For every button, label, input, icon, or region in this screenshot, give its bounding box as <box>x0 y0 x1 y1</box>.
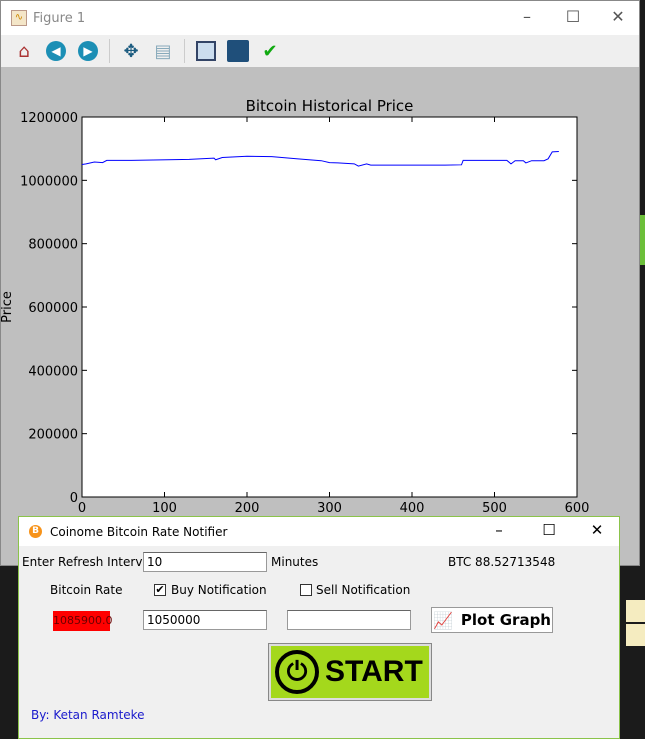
minutes-label: Minutes <box>271 555 319 569</box>
background-window <box>626 624 645 646</box>
x-tick-label: 600 <box>565 501 590 516</box>
home-icon[interactable]: ⌂ <box>18 40 30 62</box>
y-axis-label: Price <box>1 291 15 323</box>
maximize-button[interactable]: ☐ <box>542 521 556 539</box>
x-tick-label: 200 <box>235 501 260 516</box>
plot-graph-label: Plot Graph <box>460 611 551 629</box>
price-chart: Bitcoin Historical Price Price 0 100 200 300 4… <box>1 97 590 516</box>
btc-balance: BTC 88.52713548 <box>448 555 556 569</box>
plot-area <box>81 116 578 498</box>
refresh-interval-label: Enter Refresh Interval: <box>22 555 158 569</box>
figure-title: Figure 1 <box>33 10 86 26</box>
y-tick-label: 800000 <box>28 238 78 253</box>
y-tick-label: 1000000 <box>20 174 78 189</box>
edit-check-icon[interactable]: ✔ <box>262 40 278 62</box>
start-label: START <box>325 655 423 688</box>
toolbar-separator <box>184 39 185 63</box>
bitcoin-icon: B <box>29 525 42 538</box>
close-button[interactable]: ✕ <box>590 521 604 539</box>
y-tick-label: 600000 <box>28 301 78 316</box>
sell-notification-label: Sell Notification <box>316 583 411 597</box>
sell-notification-checkbox[interactable] <box>300 584 312 596</box>
bitcoin-rate-label: Bitcoin Rate <box>50 583 123 597</box>
x-tick-label: 400 <box>400 501 425 516</box>
minimize-button[interactable]: – <box>523 7 531 26</box>
notifier-titlebar: B Coinome Bitcoin Rate Notifier – ☐ ✕ <box>19 517 619 546</box>
maximize-button[interactable]: ☐ <box>565 7 581 26</box>
notifier-title: Coinome Bitcoin Rate Notifier <box>50 524 228 539</box>
background-window <box>638 215 645 265</box>
chart-title: Bitcoin Historical Price <box>246 97 414 115</box>
price-series-line <box>81 151 559 167</box>
refresh-interval-input[interactable] <box>143 552 267 572</box>
close-button[interactable]: ✕ <box>611 7 625 26</box>
background-window <box>626 600 645 622</box>
plot-graph-button[interactable]: 📈 Plot Graph <box>431 607 553 633</box>
toolbar: ⌂ ◀ ▶ ✥ ▤ ✔ <box>1 35 639 67</box>
sell-price-input[interactable] <box>287 610 411 630</box>
figure-window: ∿ Figure 1 – ☐ ✕ ⌂ ◀ ▶ ✥ ▤ ✔ Bitcoin His… <box>0 0 640 566</box>
minimize-button[interactable]: – <box>495 521 503 539</box>
buy-notification-checkbox[interactable]: ✔ <box>154 583 166 596</box>
chart-growth-icon: 📈 <box>432 610 453 630</box>
power-icon: ⏻ <box>275 650 319 694</box>
save-icon[interactable] <box>225 38 251 64</box>
buy-notification-label: Buy Notification <box>171 583 267 597</box>
y-tick-label: 200000 <box>28 428 78 443</box>
zoom-icon[interactable]: ▤ <box>154 40 172 62</box>
figure-titlebar: ∿ Figure 1 – ☐ ✕ <box>1 1 639 35</box>
subplots-icon[interactable] <box>193 38 219 64</box>
notifier-window: B Coinome Bitcoin Rate Notifier – ☐ ✕ En… <box>18 516 620 739</box>
author-credit: By: Ketan Ramteke <box>31 708 145 722</box>
buy-price-input[interactable] <box>143 610 267 630</box>
y-tick-label: 1200000 <box>20 111 78 126</box>
matplotlib-icon: ∿ <box>11 10 27 26</box>
y-tick-label: 0 <box>70 491 78 506</box>
x-tick-label: 300 <box>317 501 342 516</box>
x-tick-label: 500 <box>482 501 507 516</box>
back-icon[interactable]: ◀ <box>43 38 69 64</box>
forward-icon[interactable]: ▶ <box>75 38 101 64</box>
bitcoin-rate-value: 1085900.0 <box>53 611 113 631</box>
x-tick-label: 100 <box>152 501 177 516</box>
start-button[interactable]: ⏻ START <box>268 643 432 701</box>
toolbar-separator <box>109 39 110 63</box>
pan-icon[interactable]: ✥ <box>123 40 139 62</box>
y-tick-label: 400000 <box>28 364 78 379</box>
x-tick-label: 0 <box>78 501 86 516</box>
